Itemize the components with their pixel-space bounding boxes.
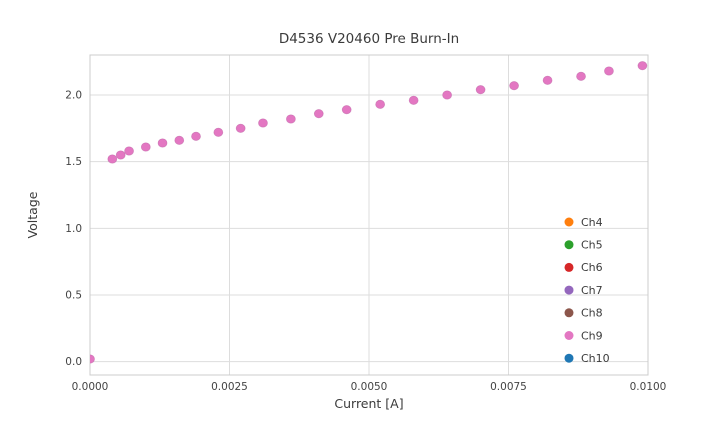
legend-swatch — [564, 353, 574, 363]
legend-label: Ch5 — [581, 239, 603, 252]
data-point — [576, 71, 586, 81]
x-tick-label: 0.0050 — [351, 381, 388, 393]
legend-swatch — [564, 285, 574, 295]
data-point — [140, 142, 151, 152]
legend-label: Ch8 — [581, 307, 603, 320]
data-point — [157, 138, 168, 148]
y-tick-label: 2.0 — [65, 90, 82, 102]
y-tick-label: 0.0 — [65, 356, 82, 368]
x-axis-label: Current [A] — [334, 396, 403, 411]
legend-swatch — [564, 331, 574, 340]
legend-label: Ch4 — [581, 216, 603, 229]
legend-label: Ch10 — [581, 352, 610, 365]
data-point — [637, 61, 648, 71]
data-point — [90, 354, 95, 364]
data-point — [604, 66, 614, 76]
legend-swatch — [564, 262, 574, 272]
data-point — [286, 114, 296, 124]
legend: Ch4 Ch5 Ch6 Ch7 Ch8 Ch9 Ch10 — [564, 216, 610, 365]
y-tick-labels: 0.0 0.5 1.0 1.5 2.0 — [65, 90, 82, 369]
points-layer — [90, 61, 648, 364]
data-point — [174, 135, 185, 145]
x-tick-label: 0.0100 — [630, 381, 667, 393]
legend-label: Ch6 — [581, 261, 603, 274]
data-point — [475, 85, 486, 95]
y-tick-label: 1.0 — [65, 223, 82, 235]
chart-title: D4536 V20460 Pre Burn-In — [279, 31, 459, 47]
data-point — [341, 105, 352, 115]
data-point — [107, 154, 118, 164]
x-tick-label: 0.0025 — [211, 381, 248, 393]
data-point — [408, 95, 419, 105]
data-point — [213, 127, 224, 137]
y-tick-label: 1.5 — [65, 156, 82, 168]
legend-swatch — [564, 217, 574, 227]
x-tick-label: 0.0075 — [490, 381, 527, 393]
data-point — [442, 90, 452, 100]
x-tick-labels: 0.0000 0.0025 0.0050 0.0075 0.0100 — [72, 381, 667, 393]
y-axis-label: Voltage — [25, 191, 40, 238]
legend-swatch — [564, 240, 574, 250]
x-tick-label: 0.0000 — [72, 381, 109, 393]
data-point — [235, 123, 246, 133]
data-point — [124, 146, 134, 156]
data-point — [258, 118, 268, 128]
grid-layer — [89, 55, 649, 375]
legend-swatch — [564, 308, 574, 318]
legend-label: Ch7 — [581, 284, 603, 297]
data-point — [542, 75, 553, 85]
data-point — [375, 99, 386, 109]
data-point — [191, 131, 201, 141]
data-point — [115, 150, 126, 160]
data-point — [313, 109, 324, 119]
data-point — [509, 81, 519, 91]
plot-border — [89, 54, 649, 376]
legend-label: Ch9 — [581, 329, 603, 342]
y-tick-label: 0.5 — [65, 290, 82, 302]
